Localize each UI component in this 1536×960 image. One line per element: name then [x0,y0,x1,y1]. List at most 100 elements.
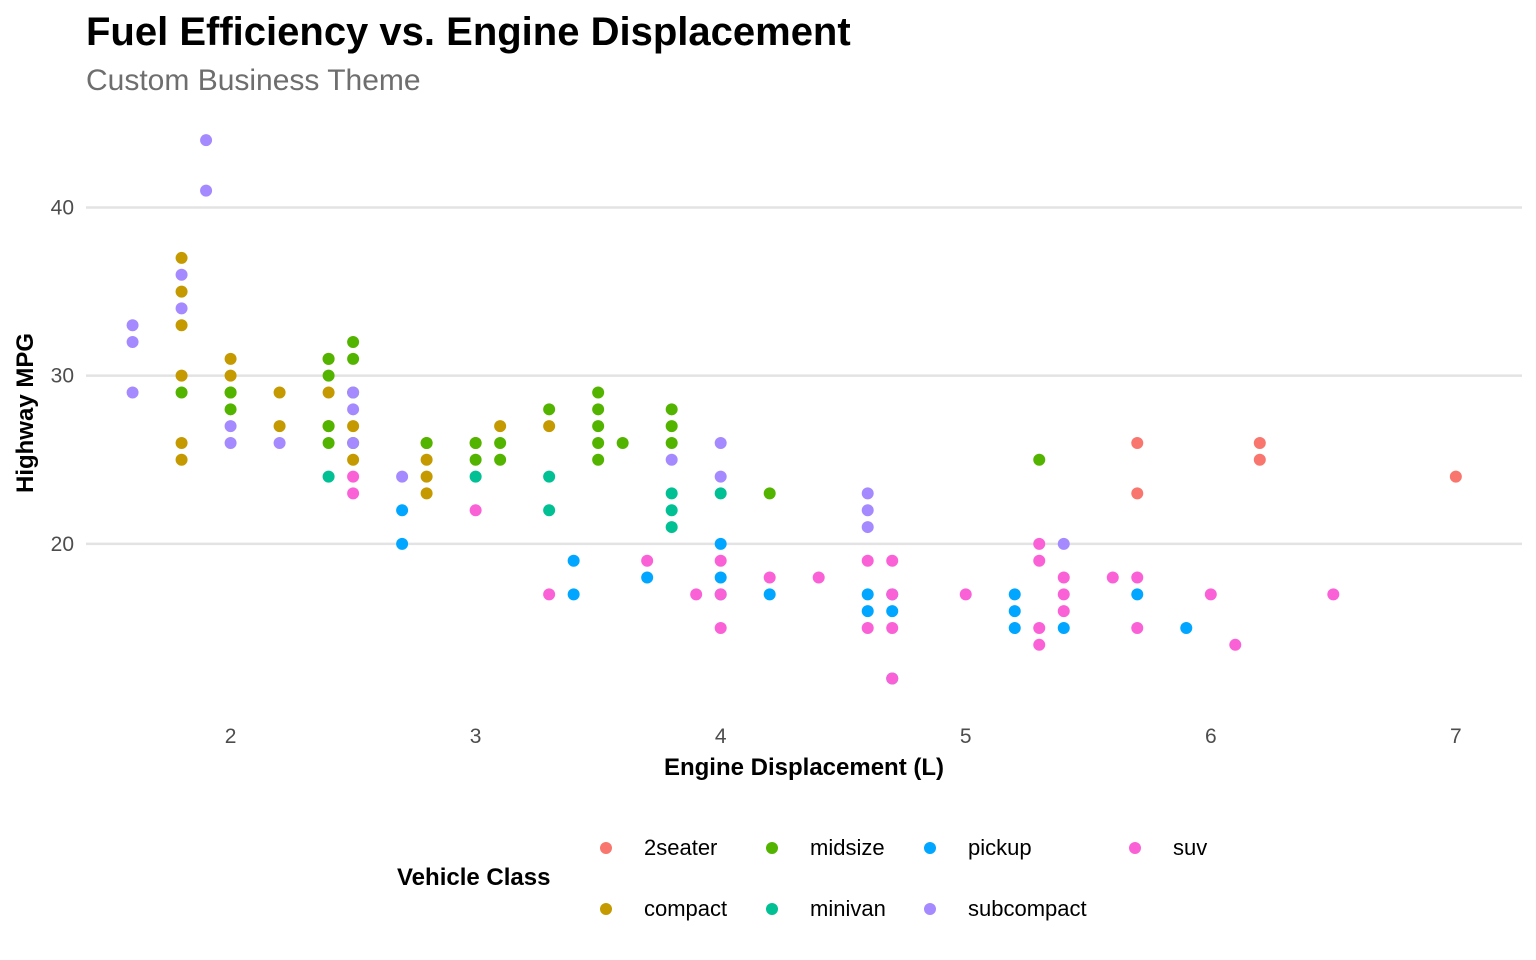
point-compact [494,420,507,433]
point-midsize [347,336,360,349]
point-suv [1033,638,1046,651]
legend-key-compact [600,903,612,915]
point-midsize [592,420,605,433]
legend-label-pickup: pickup [968,835,1032,860]
point-subcompact [224,436,237,449]
point-pickup [396,504,409,517]
point-subcompact [175,268,188,281]
point-midsize [469,436,482,449]
point-subcompact [347,386,360,399]
point-suv [959,588,972,601]
point-2seater [1131,436,1144,449]
point-minivan [322,470,335,483]
point-compact [175,251,188,264]
point-suv [886,554,899,567]
point-midsize [592,386,605,399]
point-subcompact [273,436,286,449]
point-compact [224,369,237,382]
point-suv [714,588,727,601]
point-midsize [1033,453,1046,466]
point-minivan [543,470,556,483]
point-suv [1229,638,1242,651]
point-midsize [665,436,678,449]
legend-label-minivan: minivan [810,896,886,921]
legend-key-suv [1129,842,1141,854]
point-compact [175,285,188,298]
legend-item-suv: suv [1129,833,1207,863]
point-pickup [1180,621,1193,634]
gridlines [86,206,1522,546]
point-midsize [175,386,188,399]
point-compact [175,453,188,466]
point-midsize [322,352,335,365]
point-compact [347,453,360,466]
point-suv [543,588,556,601]
point-2seater [1253,436,1266,449]
point-subcompact [347,436,360,449]
point-compact [175,369,188,382]
point-suv [1131,571,1144,584]
point-suv [714,621,727,634]
point-subcompact [200,184,213,197]
point-subcompact [347,403,360,416]
legend-item-pickup: pickup [924,833,1032,863]
point-midsize [322,420,335,433]
point-compact [175,436,188,449]
point-midsize [592,436,605,449]
x-tick-label: 4 [715,725,727,748]
x-tick-label: 6 [1205,725,1217,748]
point-suv [861,554,874,567]
point-midsize [347,352,360,365]
point-midsize [494,436,507,449]
point-subcompact [200,134,213,147]
legend-item-minivan: minivan [766,894,886,924]
point-subcompact [126,386,139,399]
point-pickup [714,571,727,584]
point-pickup [861,588,874,601]
x-axis-title: Engine Displacement (L) [664,754,944,781]
point-suv [1033,554,1046,567]
point-compact [420,487,433,500]
x-tick-label: 7 [1450,725,1462,748]
legend-label-2seater: 2seater [644,835,718,860]
point-minivan [469,470,482,483]
point-2seater [1449,470,1462,483]
point-suv [641,554,654,567]
chart-title: Fuel Efficiency vs. Engine Displacement [86,10,851,54]
point-subcompact [1057,537,1070,550]
point-midsize [543,403,556,416]
point-midsize [665,420,678,433]
point-pickup [1008,605,1021,618]
point-pickup [1057,621,1070,634]
point-compact [273,386,286,399]
point-suv [1057,588,1070,601]
legend-item-midsize: midsize [766,833,885,863]
y-tick-label: 30 [51,365,74,388]
point-suv [469,504,482,517]
point-compact [543,420,556,433]
point-subcompact [861,521,874,534]
point-suv [1057,571,1070,584]
legend-key-2seater [600,842,612,854]
point-suv [690,588,703,601]
point-2seater [1253,453,1266,466]
point-subcompact [224,420,237,433]
legend-item-2seater: 2seater [600,833,717,863]
data-points [126,134,1462,685]
point-suv [763,571,776,584]
point-suv [1327,588,1340,601]
point-pickup [763,588,776,601]
point-suv [1106,571,1119,584]
point-compact [224,352,237,365]
point-subcompact [714,470,727,483]
point-minivan [714,487,727,500]
legend-label-subcompact: subcompact [968,896,1087,921]
point-midsize [322,436,335,449]
point-minivan [543,504,556,517]
point-suv [861,621,874,634]
point-compact [420,470,433,483]
point-midsize [469,453,482,466]
point-pickup [886,605,899,618]
point-midsize [224,403,237,416]
point-compact [273,420,286,433]
